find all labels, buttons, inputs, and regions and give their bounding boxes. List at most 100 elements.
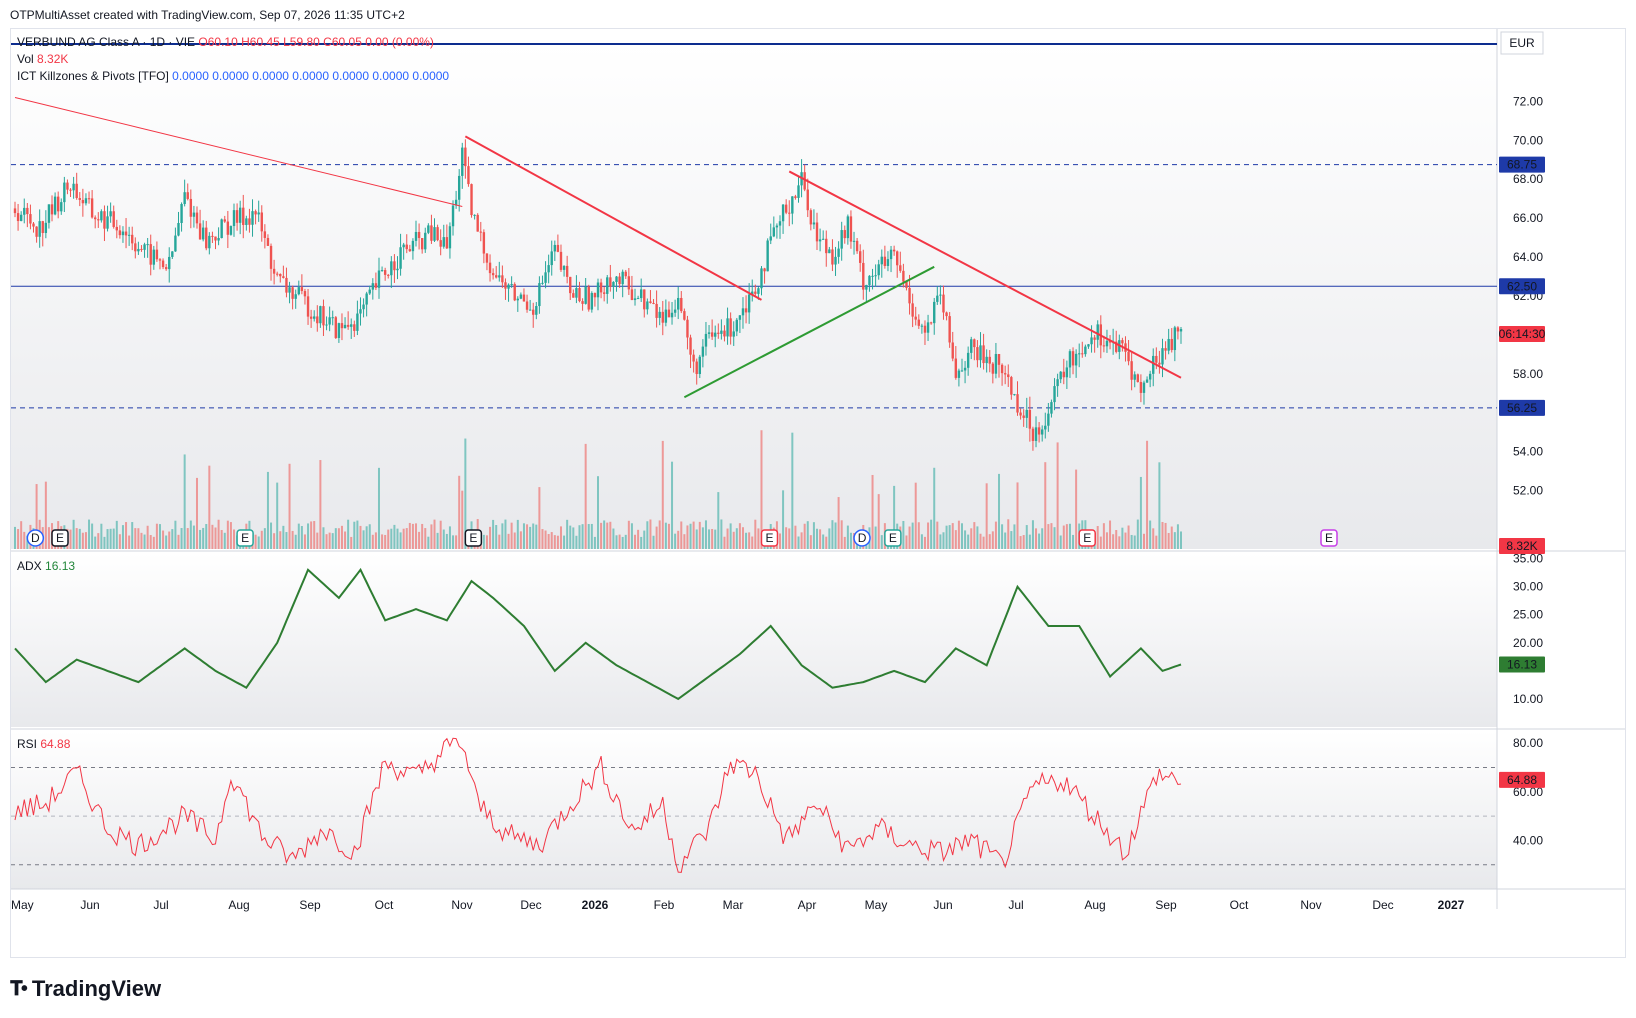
chart-caption: OTPMultiAsset created with TradingView.c… (10, 8, 405, 22)
volume-bar (893, 485, 896, 549)
volume-bar (97, 533, 100, 549)
candle-body (1013, 394, 1016, 396)
candle-body (127, 234, 131, 236)
candle-body (655, 303, 658, 318)
candle-body (923, 325, 927, 333)
volume-bar (115, 520, 118, 549)
symbol-legend: VERBUND AG Class A · 1D · VIE O60.10 H60… (17, 35, 434, 49)
candle-body (294, 294, 297, 299)
candle-body (1000, 364, 1004, 374)
candle-body (1074, 353, 1078, 366)
volume-bar (223, 532, 226, 549)
candle-body (368, 289, 371, 294)
volume-bar (208, 465, 211, 549)
candle-body (1019, 412, 1022, 416)
volume-bar (603, 520, 606, 549)
currency-label: EUR (1509, 36, 1535, 50)
candle-body (285, 277, 288, 293)
volume-bar (171, 529, 174, 549)
candle-body (140, 248, 143, 250)
candle-body (784, 204, 788, 213)
event-marker-label: D (31, 531, 40, 545)
volume-bar (47, 527, 50, 549)
volume-bar (498, 534, 501, 549)
volume-bar (294, 534, 297, 549)
volume-bar (643, 530, 646, 549)
volume-bar (510, 522, 513, 549)
candle-body (772, 227, 776, 237)
candle-body (1136, 374, 1140, 382)
candle-body (1065, 367, 1069, 378)
candle-body (1016, 394, 1019, 413)
rsi-tick-label: 60.00 (1513, 785, 1543, 799)
candle-body (877, 264, 880, 276)
candle-body (892, 249, 896, 252)
volume-label: Vol (17, 52, 34, 66)
badge-level-low (1499, 399, 1545, 416)
time-tick-label: Sep (1155, 898, 1177, 912)
volume-bar (1044, 462, 1047, 549)
volume-bar (788, 528, 791, 549)
candle-body (763, 268, 766, 272)
candle-body (325, 324, 328, 326)
candle-body (855, 240, 859, 252)
candle-body (670, 312, 674, 318)
candle-body (1152, 355, 1155, 374)
volume-bar (353, 521, 356, 549)
volume-bar (430, 524, 433, 549)
candle-body (146, 244, 149, 246)
volume-bar (1068, 523, 1071, 549)
candle-body (430, 225, 433, 241)
candle-body (152, 249, 156, 265)
volume-bar (1019, 536, 1022, 549)
candle-body (593, 293, 597, 298)
volume-bar (347, 519, 350, 549)
volume-bar (723, 536, 726, 549)
candle-body (954, 358, 958, 378)
volume-bar (485, 535, 488, 549)
price-tick-label: 64.00 (1513, 250, 1543, 264)
volume-bar (720, 519, 723, 549)
candle-body (701, 346, 705, 357)
volume-bar (812, 522, 815, 549)
candle-body (479, 231, 482, 233)
candle-body (794, 196, 797, 198)
candle-body (664, 309, 668, 323)
chart-canvas[interactable]: 72.0070.0068.0066.0064.0062.0060.0058.00… (11, 29, 1625, 957)
price-tick-label: 66.00 (1513, 211, 1543, 225)
candle-body (714, 332, 717, 337)
candle-body (1130, 361, 1133, 380)
volume-bar (649, 519, 652, 549)
volume-bar (791, 432, 794, 549)
candle-body (726, 318, 729, 337)
candle-body (451, 205, 455, 227)
chart-frame[interactable]: 72.0070.0068.0066.0064.0062.0060.0058.00… (10, 28, 1626, 958)
candle-body (334, 317, 338, 338)
candle-body (26, 207, 29, 215)
volume-bar (615, 535, 618, 549)
volume-bar (822, 534, 825, 549)
candle-body (220, 219, 223, 239)
time-tick-label: Jun (933, 898, 952, 912)
volume-bar (109, 528, 112, 549)
volume-bar (322, 527, 325, 549)
candle-body (1022, 415, 1025, 418)
candle-body (396, 268, 399, 271)
volume-bar (331, 533, 334, 549)
candle-body (695, 361, 698, 375)
volume-bar (23, 531, 26, 549)
volume-bar (328, 532, 331, 549)
volume-bar (843, 536, 846, 549)
volume-bar (501, 523, 504, 549)
volume-bar (183, 454, 186, 549)
candle-body (205, 227, 208, 249)
candle-body (649, 301, 652, 303)
volume-bar (522, 523, 525, 549)
volume-bar (177, 534, 180, 549)
tradingview-logo[interactable]: 𝐓• TradingView (10, 976, 161, 1002)
volume-bar (970, 528, 973, 549)
candle-body (951, 342, 954, 359)
candle-body (538, 283, 541, 307)
volume-bar (1041, 528, 1044, 549)
time-tick-label: May (865, 898, 888, 912)
